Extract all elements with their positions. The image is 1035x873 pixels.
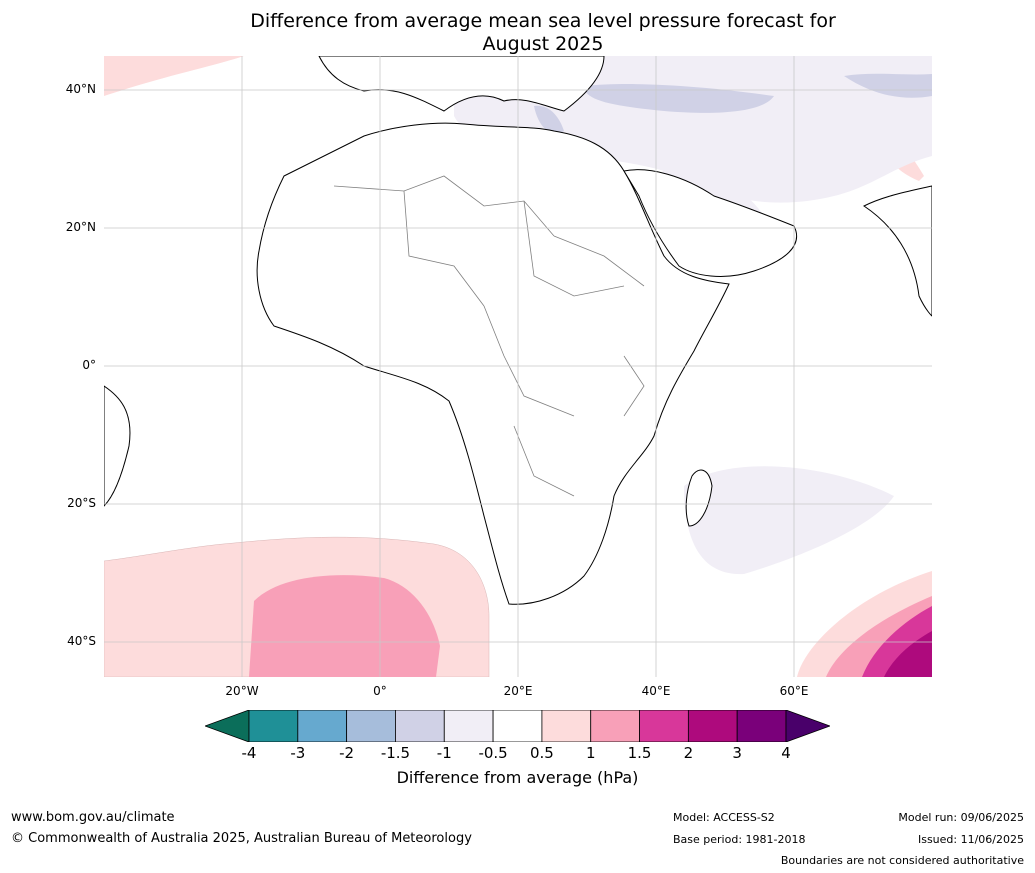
footer-url[interactable]: www.bom.gov.au/climate — [11, 810, 175, 825]
colorbar-segment — [443, 710, 494, 742]
colorbar-segment — [639, 710, 689, 742]
title-line-2: August 2025 — [482, 33, 604, 55]
anomaly-blue-caspian — [844, 73, 932, 98]
colorbar-tick-label: -2 — [339, 744, 355, 762]
footer-model-run: Model run: 09/06/2025 — [898, 811, 1024, 824]
colorbar-tick-label: 3 — [732, 744, 742, 762]
anomaly-lavender-madagascar — [684, 466, 894, 575]
lon-label-20e: 20°E — [503, 684, 533, 698]
colorbar-segment — [297, 710, 348, 742]
country-borders — [333, 175, 645, 497]
lat-label-20n: 20°N — [65, 220, 96, 234]
colorbar-segment — [541, 710, 592, 742]
anomaly-blue-greece — [534, 105, 564, 134]
colorbar-tick-label: -3 — [290, 744, 306, 762]
colorbar-extend-low — [205, 710, 250, 742]
footer-base-period: Base period: 1981-2018 — [673, 833, 806, 846]
lat-label-40n: 40°N — [65, 82, 96, 96]
anomaly-pink-northwest — [104, 56, 244, 96]
colorbar-tick-label: -1.5 — [380, 744, 411, 762]
lon-label-60e: 60°E — [779, 684, 809, 698]
europe-coastline — [318, 56, 605, 112]
colorbar-tick-label: 4 — [781, 744, 791, 762]
title-line-1: Difference from average mean sea level p… — [250, 10, 836, 32]
madagascar-coastline — [685, 469, 713, 527]
colorbar-segment — [492, 710, 543, 742]
lon-label-40e: 40°E — [641, 684, 671, 698]
footer-copyright: © Commonwealth of Australia 2025, Austra… — [11, 831, 472, 846]
footer-model: Model: ACCESS-S2 — [673, 811, 775, 824]
colorbar-tick-label: 1 — [585, 744, 596, 762]
anomaly-pink-southeast-4 — [884, 631, 932, 677]
colorbar-tick-label: 2 — [683, 744, 694, 762]
colorbar-segment — [736, 710, 787, 742]
colorbar — [205, 710, 830, 742]
anomaly-pink-strong-southwest — [249, 575, 440, 677]
colorbar-segment — [590, 710, 640, 742]
colorbar-tick-label: 0.5 — [529, 744, 554, 762]
forecast-map — [104, 56, 932, 677]
colorbar-tick-label: -1 — [436, 744, 452, 762]
gridlines — [104, 56, 932, 677]
colorbar-extend-high — [785, 710, 830, 742]
footer-disclaimer: Boundaries are not considered authoritat… — [780, 854, 1024, 867]
lon-label-20w: 20°W — [225, 684, 259, 698]
lon-label-0: 0° — [373, 684, 387, 698]
colorbar-segment — [346, 710, 396, 742]
colorbar-segment — [687, 710, 738, 742]
anomaly-blue-turkey — [584, 84, 774, 113]
colorbar-tick-label: 1.5 — [627, 744, 652, 762]
colorbar-segment — [395, 710, 445, 742]
colorbar-label: Difference from average (hPa) — [396, 768, 639, 787]
lat-label-20s: 20°S — [67, 496, 96, 510]
lat-label-0: 0° — [82, 358, 96, 372]
colorbar-tick-label: -4 — [241, 744, 257, 762]
india-coastline — [863, 185, 932, 317]
lat-label-40s: 40°S — [67, 634, 96, 648]
south-america-coastline — [104, 385, 131, 507]
map-svg — [104, 56, 932, 677]
map-title: Difference from average mean sea level p… — [0, 10, 1035, 56]
footer-issued: Issued: 11/06/2025 — [917, 833, 1024, 846]
arabia-coastline — [623, 169, 797, 277]
colorbar-tick-label: -0.5 — [478, 744, 508, 762]
colorbar-segment — [248, 710, 299, 742]
